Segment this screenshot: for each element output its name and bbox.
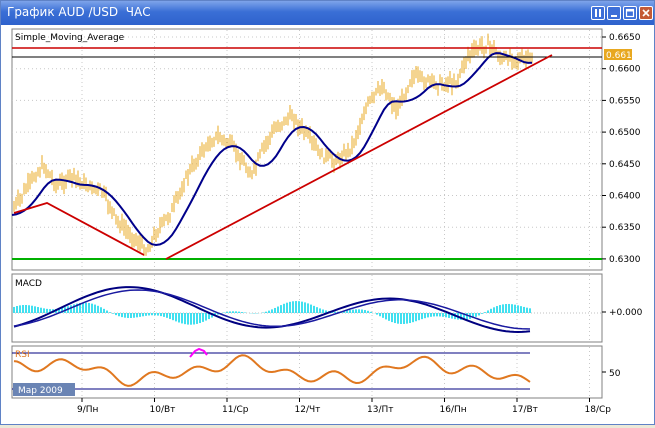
macd-main-line xyxy=(13,286,531,334)
time-tick-label: 13/Пт xyxy=(367,405,394,415)
time-tick-label: 18/Ср xyxy=(585,405,612,415)
sma-line xyxy=(11,52,533,247)
time-tick-label: 9/Пн xyxy=(77,405,99,415)
start-date-label: Мар 2009 xyxy=(18,386,63,396)
rsi-label: RSI xyxy=(15,350,30,360)
price-tick-label: 0.6500 xyxy=(609,128,641,138)
price-tick-label: 0.6450 xyxy=(609,160,641,170)
price-tick-label: 0.6550 xyxy=(609,96,641,106)
time-tick-label: 10/Вт xyxy=(150,405,176,415)
rsi-overbought-segment xyxy=(189,347,208,358)
time-tick-label: 11/Ср xyxy=(222,405,249,415)
price-tick-label: 0.6350 xyxy=(609,223,641,233)
current-price-value: 0.6616 xyxy=(606,51,638,61)
macd-label: MACD xyxy=(15,279,42,289)
current-price-tag xyxy=(604,49,632,60)
macd-histogram xyxy=(13,301,531,325)
rsi-tick-label: 50 xyxy=(609,369,621,379)
macd-tick-label: +0.000 xyxy=(609,308,643,318)
start-date-badge xyxy=(13,383,75,396)
indicator-label: Simple_Moving_Average xyxy=(15,33,125,43)
time-tick-label: 12/Чт xyxy=(295,405,321,415)
title-bar[interactable]: График AUD /USD ЧАС xyxy=(1,1,654,25)
window-title: График AUD /USD ЧАС xyxy=(7,5,151,19)
price-tick-label: 0.6400 xyxy=(609,192,641,202)
chart-area[interactable]: Simple_Moving_Average 0.6650 0.6600 0.6550… xyxy=(2,26,653,424)
rsi-panel[interactable] xyxy=(11,345,603,399)
price-tick-label: 0.6650 xyxy=(609,33,641,43)
price-tick-label: 0.6600 xyxy=(609,65,641,75)
uptrend-line[interactable] xyxy=(165,54,553,260)
rsi-line xyxy=(13,354,531,387)
time-tick-label: 16/Пн xyxy=(440,405,467,415)
time-tick-label: 17/Вт xyxy=(512,405,538,415)
minimize-icon[interactable] xyxy=(607,6,621,20)
price-tick-label: 0.6300 xyxy=(609,255,641,265)
time-axis: 9/Пн 10/Вт 11/Ср 12/Чт 13/Пт 16/Пн 17/Вт 18/Ср xyxy=(77,398,611,415)
downtrend-line[interactable] xyxy=(13,202,145,256)
close-icon[interactable] xyxy=(639,6,653,20)
tile-icon[interactable] xyxy=(591,6,605,20)
restore-icon[interactable] xyxy=(623,6,637,20)
price-axis: 0.6650 0.6600 0.6550 0.6500 0.6450 0.6400 0.63… xyxy=(602,33,641,265)
main-price-panel[interactable] xyxy=(11,28,603,271)
macd-signal-line xyxy=(13,289,531,330)
